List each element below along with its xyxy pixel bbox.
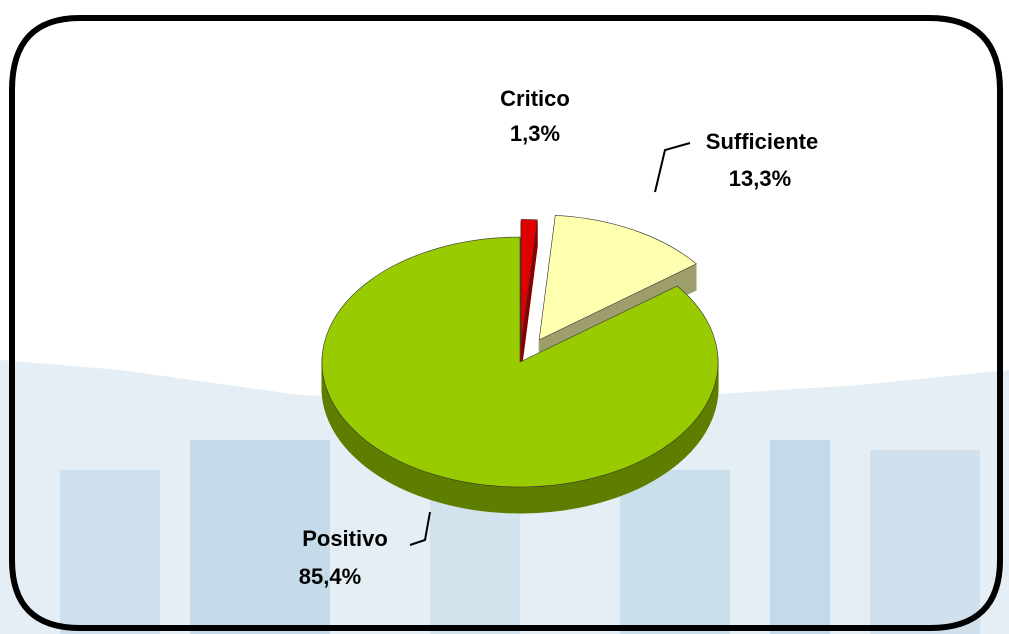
slice	[321, 236, 719, 488]
background-building	[190, 440, 330, 634]
category-label: Sufficiente	[706, 129, 818, 154]
frame	[9, 15, 1003, 631]
leader-line	[654, 142, 691, 193]
value-label: 13,3%	[729, 166, 791, 191]
background-building	[770, 440, 830, 634]
background-building	[60, 470, 160, 634]
value-label: 1,3%	[510, 121, 560, 146]
pie	[321, 214, 719, 514]
labels: Critico 1,3% Sufficiente 13,3% Positivo 85,4%	[299, 86, 818, 589]
slice	[520, 219, 538, 345]
background-building	[620, 470, 730, 634]
slice	[538, 214, 697, 341]
leader-line	[409, 511, 431, 546]
category-label: Positivo	[302, 526, 388, 551]
background-building	[430, 500, 520, 634]
category-label: Critico	[500, 86, 570, 111]
background-building	[870, 450, 980, 634]
value-label: 85,4%	[299, 564, 361, 589]
